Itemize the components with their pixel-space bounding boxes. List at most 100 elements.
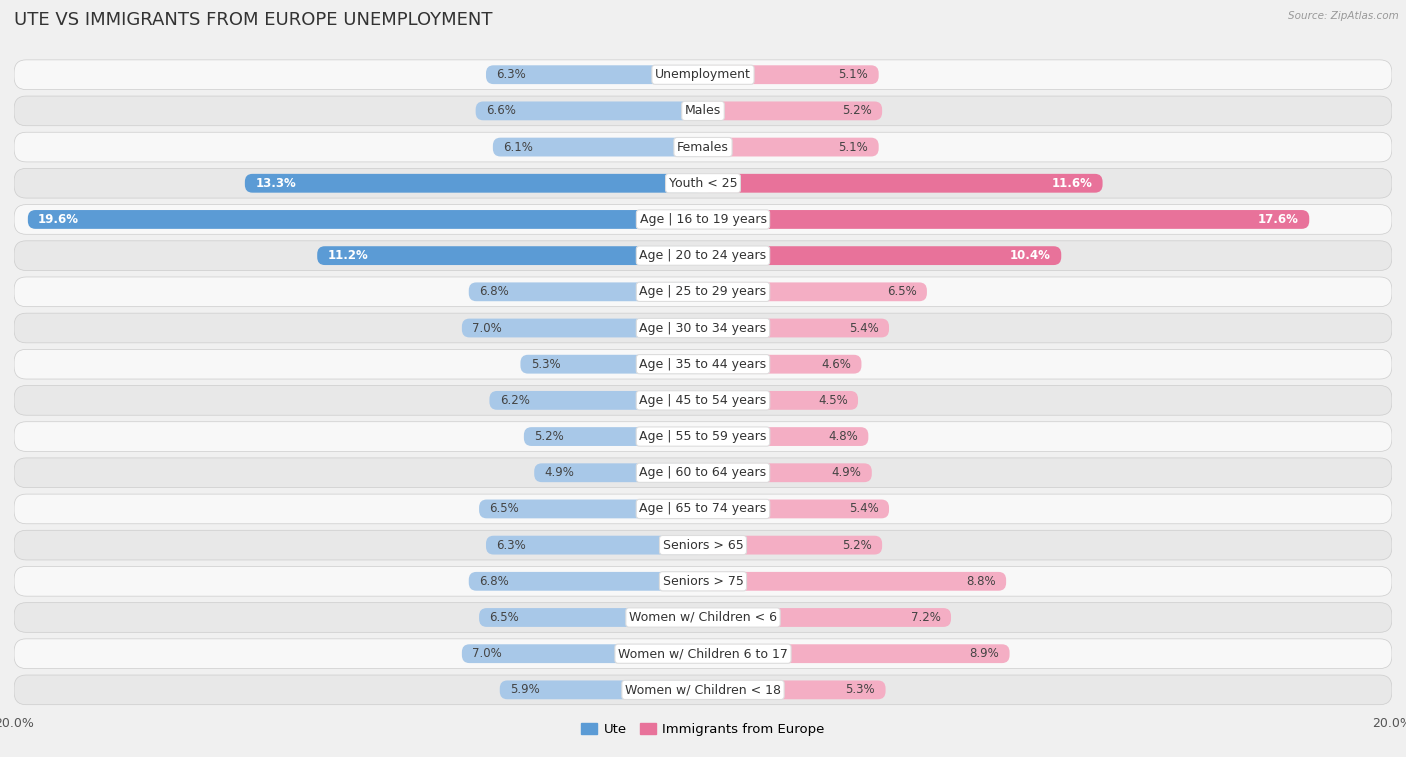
Text: UTE VS IMMIGRANTS FROM EUROPE UNEMPLOYMENT: UTE VS IMMIGRANTS FROM EUROPE UNEMPLOYME… bbox=[14, 11, 492, 30]
Text: 5.3%: 5.3% bbox=[845, 684, 875, 696]
Text: 11.2%: 11.2% bbox=[328, 249, 368, 262]
Text: 5.3%: 5.3% bbox=[531, 358, 561, 371]
Text: Women w/ Children 6 to 17: Women w/ Children 6 to 17 bbox=[619, 647, 787, 660]
Text: Seniors > 65: Seniors > 65 bbox=[662, 539, 744, 552]
Text: 5.1%: 5.1% bbox=[838, 141, 869, 154]
FancyBboxPatch shape bbox=[520, 355, 703, 374]
FancyBboxPatch shape bbox=[461, 644, 703, 663]
FancyBboxPatch shape bbox=[703, 572, 1007, 590]
Text: 4.9%: 4.9% bbox=[544, 466, 575, 479]
FancyBboxPatch shape bbox=[703, 608, 950, 627]
Text: 6.5%: 6.5% bbox=[489, 503, 519, 516]
FancyBboxPatch shape bbox=[486, 65, 703, 84]
Text: Unemployment: Unemployment bbox=[655, 68, 751, 81]
Text: 6.8%: 6.8% bbox=[479, 575, 509, 587]
Text: 5.4%: 5.4% bbox=[849, 322, 879, 335]
Text: Age | 20 to 24 years: Age | 20 to 24 years bbox=[640, 249, 766, 262]
FancyBboxPatch shape bbox=[703, 681, 886, 699]
FancyBboxPatch shape bbox=[703, 391, 858, 410]
Text: 4.8%: 4.8% bbox=[828, 430, 858, 443]
Text: Source: ZipAtlas.com: Source: ZipAtlas.com bbox=[1288, 11, 1399, 21]
Text: Youth < 25: Youth < 25 bbox=[669, 177, 737, 190]
Text: Males: Males bbox=[685, 104, 721, 117]
Text: Age | 25 to 29 years: Age | 25 to 29 years bbox=[640, 285, 766, 298]
FancyBboxPatch shape bbox=[14, 422, 1392, 451]
FancyBboxPatch shape bbox=[468, 282, 703, 301]
FancyBboxPatch shape bbox=[486, 536, 703, 555]
Legend: Ute, Immigrants from Europe: Ute, Immigrants from Europe bbox=[576, 718, 830, 741]
Text: 8.8%: 8.8% bbox=[966, 575, 995, 587]
FancyBboxPatch shape bbox=[14, 603, 1392, 632]
Text: Age | 60 to 64 years: Age | 60 to 64 years bbox=[640, 466, 766, 479]
FancyBboxPatch shape bbox=[499, 681, 703, 699]
Text: Age | 16 to 19 years: Age | 16 to 19 years bbox=[640, 213, 766, 226]
FancyBboxPatch shape bbox=[703, 210, 1309, 229]
Text: 6.8%: 6.8% bbox=[479, 285, 509, 298]
Text: 5.1%: 5.1% bbox=[838, 68, 869, 81]
Text: 4.9%: 4.9% bbox=[831, 466, 862, 479]
FancyBboxPatch shape bbox=[14, 531, 1392, 560]
FancyBboxPatch shape bbox=[14, 458, 1392, 488]
Text: 4.6%: 4.6% bbox=[821, 358, 851, 371]
FancyBboxPatch shape bbox=[14, 241, 1392, 270]
FancyBboxPatch shape bbox=[14, 350, 1392, 379]
FancyBboxPatch shape bbox=[475, 101, 703, 120]
Text: Women w/ Children < 6: Women w/ Children < 6 bbox=[628, 611, 778, 624]
FancyBboxPatch shape bbox=[479, 608, 703, 627]
FancyBboxPatch shape bbox=[14, 385, 1392, 415]
FancyBboxPatch shape bbox=[245, 174, 703, 193]
Text: 11.6%: 11.6% bbox=[1052, 177, 1092, 190]
FancyBboxPatch shape bbox=[703, 536, 882, 555]
Text: 6.5%: 6.5% bbox=[489, 611, 519, 624]
FancyBboxPatch shape bbox=[14, 60, 1392, 89]
FancyBboxPatch shape bbox=[479, 500, 703, 519]
Text: 6.3%: 6.3% bbox=[496, 539, 526, 552]
FancyBboxPatch shape bbox=[703, 644, 1010, 663]
Text: 7.2%: 7.2% bbox=[911, 611, 941, 624]
FancyBboxPatch shape bbox=[318, 246, 703, 265]
FancyBboxPatch shape bbox=[14, 675, 1392, 705]
Text: 7.0%: 7.0% bbox=[472, 322, 502, 335]
FancyBboxPatch shape bbox=[703, 282, 927, 301]
FancyBboxPatch shape bbox=[524, 427, 703, 446]
Text: 4.5%: 4.5% bbox=[818, 394, 848, 407]
Text: 6.2%: 6.2% bbox=[499, 394, 530, 407]
Text: Age | 45 to 54 years: Age | 45 to 54 years bbox=[640, 394, 766, 407]
Text: 17.6%: 17.6% bbox=[1258, 213, 1299, 226]
FancyBboxPatch shape bbox=[468, 572, 703, 590]
FancyBboxPatch shape bbox=[14, 204, 1392, 234]
Text: 5.2%: 5.2% bbox=[534, 430, 564, 443]
Text: 7.0%: 7.0% bbox=[472, 647, 502, 660]
FancyBboxPatch shape bbox=[28, 210, 703, 229]
FancyBboxPatch shape bbox=[14, 313, 1392, 343]
FancyBboxPatch shape bbox=[14, 277, 1392, 307]
Text: 6.3%: 6.3% bbox=[496, 68, 526, 81]
FancyBboxPatch shape bbox=[14, 132, 1392, 162]
FancyBboxPatch shape bbox=[703, 174, 1102, 193]
Text: Seniors > 75: Seniors > 75 bbox=[662, 575, 744, 587]
FancyBboxPatch shape bbox=[703, 138, 879, 157]
FancyBboxPatch shape bbox=[494, 138, 703, 157]
FancyBboxPatch shape bbox=[14, 639, 1392, 668]
Text: 6.5%: 6.5% bbox=[887, 285, 917, 298]
Text: Females: Females bbox=[678, 141, 728, 154]
FancyBboxPatch shape bbox=[14, 96, 1392, 126]
FancyBboxPatch shape bbox=[534, 463, 703, 482]
Text: 5.4%: 5.4% bbox=[849, 503, 879, 516]
FancyBboxPatch shape bbox=[703, 246, 1062, 265]
Text: 19.6%: 19.6% bbox=[38, 213, 79, 226]
Text: Age | 55 to 59 years: Age | 55 to 59 years bbox=[640, 430, 766, 443]
Text: Age | 65 to 74 years: Age | 65 to 74 years bbox=[640, 503, 766, 516]
FancyBboxPatch shape bbox=[14, 494, 1392, 524]
FancyBboxPatch shape bbox=[14, 168, 1392, 198]
Text: 6.6%: 6.6% bbox=[486, 104, 516, 117]
FancyBboxPatch shape bbox=[703, 319, 889, 338]
FancyBboxPatch shape bbox=[703, 427, 869, 446]
Text: Age | 35 to 44 years: Age | 35 to 44 years bbox=[640, 358, 766, 371]
Text: Age | 30 to 34 years: Age | 30 to 34 years bbox=[640, 322, 766, 335]
Text: 10.4%: 10.4% bbox=[1010, 249, 1050, 262]
Text: 13.3%: 13.3% bbox=[256, 177, 295, 190]
FancyBboxPatch shape bbox=[489, 391, 703, 410]
FancyBboxPatch shape bbox=[703, 101, 882, 120]
Text: 5.2%: 5.2% bbox=[842, 539, 872, 552]
